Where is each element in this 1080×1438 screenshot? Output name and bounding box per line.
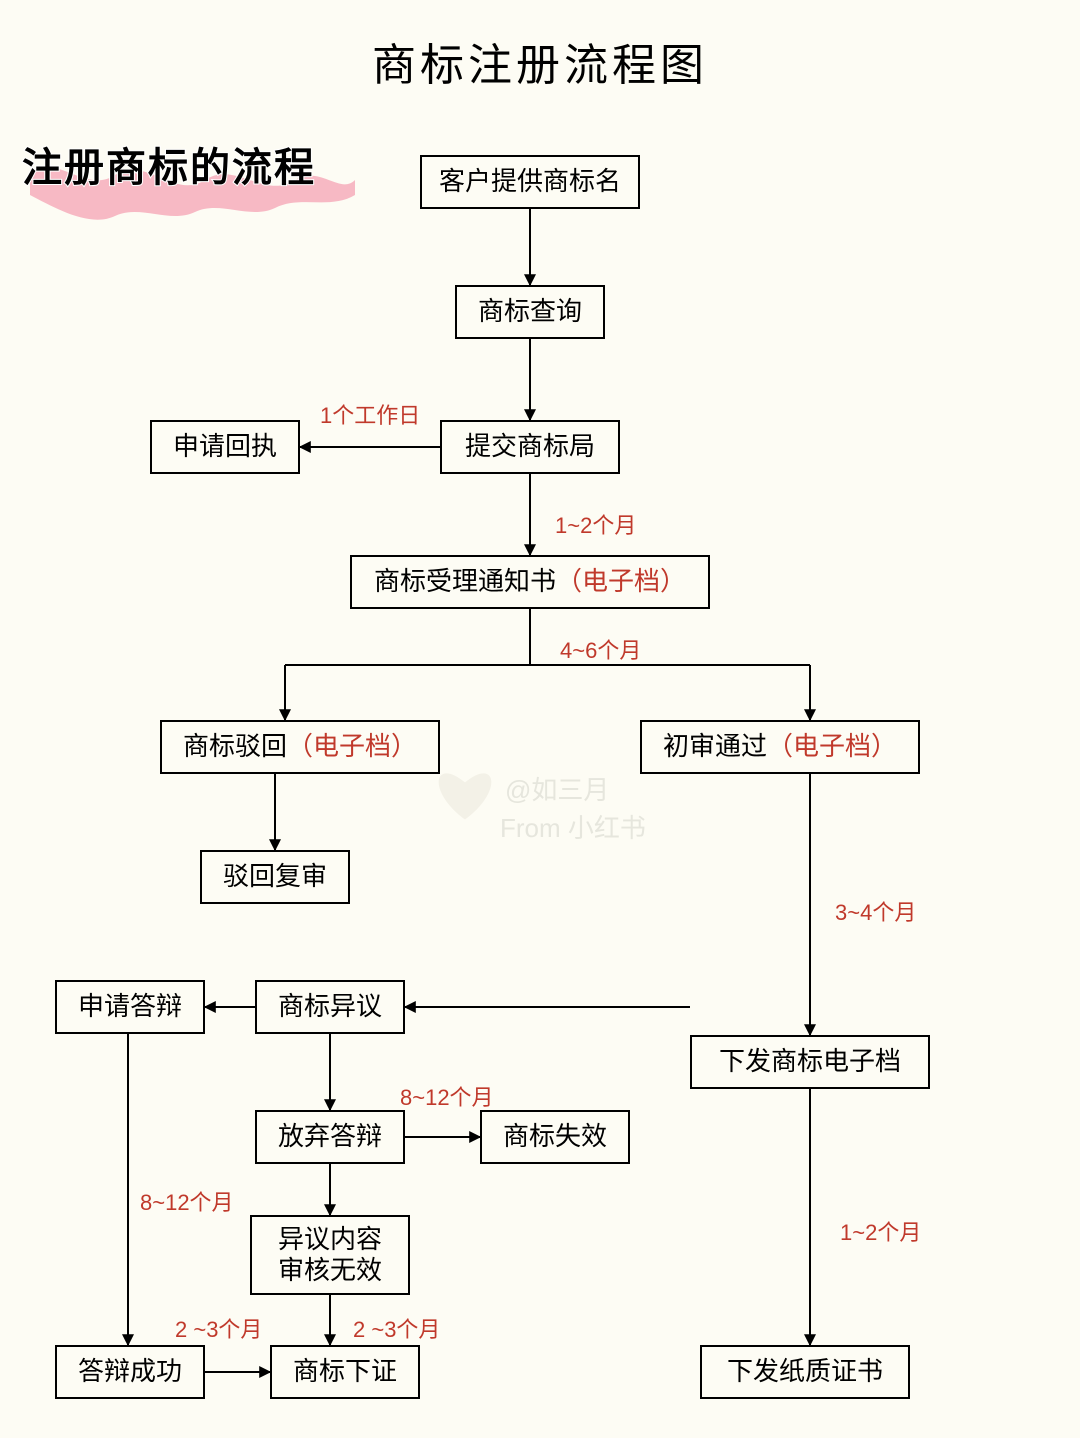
edge-label: 2 ~3个月 [353,1312,440,1344]
node-n11: 申请答辩 [55,980,205,1034]
page-title: 商标注册流程图 [0,29,1080,93]
node-n10: 商标异议 [255,980,405,1034]
node-label: 商标失效 [503,1121,607,1152]
node-n3: 提交商标局 [440,420,620,474]
node-label: 下发商标电子档 [719,1046,901,1077]
node-accent: （电子档） [287,731,417,762]
node-n4: 申请回执 [150,420,300,474]
node-n16: 商标下证 [270,1345,420,1399]
node-accent: （电子档） [767,731,897,762]
node-label: 驳回复审 [223,861,327,892]
node-label: 商标驳回 [183,731,287,762]
edge-label: 1个工作日 [320,398,420,430]
node-n17: 下发纸质证书 [700,1345,910,1399]
edge-label: 1~2个月 [840,1215,921,1247]
watermark: @如三月 [505,770,609,807]
node-n5: 商标受理通知书（电子档） [350,555,710,609]
subtitle: 注册商标的流程 [22,135,316,193]
node-n13: 商标失效 [480,1110,630,1164]
node-label: 商标下证 [293,1356,397,1387]
node-n9: 下发商标电子档 [690,1035,930,1089]
edge-label: 1~2个月 [555,508,636,540]
node-label: 商标查询 [478,296,582,327]
node-label: 商标受理通知书 [374,566,556,597]
node-label: 提交商标局 [465,431,595,462]
node-n2: 商标查询 [455,285,605,339]
edge-label: 8~12个月 [400,1080,494,1112]
edge-label: 8~12个月 [140,1185,234,1217]
node-label: 答辩成功 [78,1356,182,1387]
node-accent: （电子档） [556,566,686,597]
node-label: 申请答辩 [78,991,182,1022]
flowchart-canvas: 1个工作日 1~2个月 4~6个月 3~4个月 8~12个月 8~12个月 2 ~3个月 2 … [0,0,1080,1438]
node-label: 申请回执 [173,431,277,462]
node-label: 商标异议 [278,991,382,1022]
node-label: 下发纸质证书 [727,1356,883,1387]
watermark: From 小红书 [500,808,646,845]
node-n14: 异议内容 审核无效 [250,1215,410,1295]
node-n8: 驳回复审 [200,850,350,904]
node-n6: 商标驳回（电子档） [160,720,440,774]
node-label: 初审通过 [663,731,767,762]
node-label: 客户提供商标名 [439,166,621,197]
node-n7: 初审通过（电子档） [640,720,920,774]
node-n1: 客户提供商标名 [420,155,640,209]
node-label: 放弃答辩 [278,1121,382,1152]
node-label: 异议内容 审核无效 [278,1224,382,1286]
edge-label: 2 ~3个月 [175,1312,262,1344]
node-n15: 答辩成功 [55,1345,205,1399]
edge-label: 4~6个月 [560,633,641,665]
node-n12: 放弃答辩 [255,1110,405,1164]
edge-label: 3~4个月 [835,895,916,927]
